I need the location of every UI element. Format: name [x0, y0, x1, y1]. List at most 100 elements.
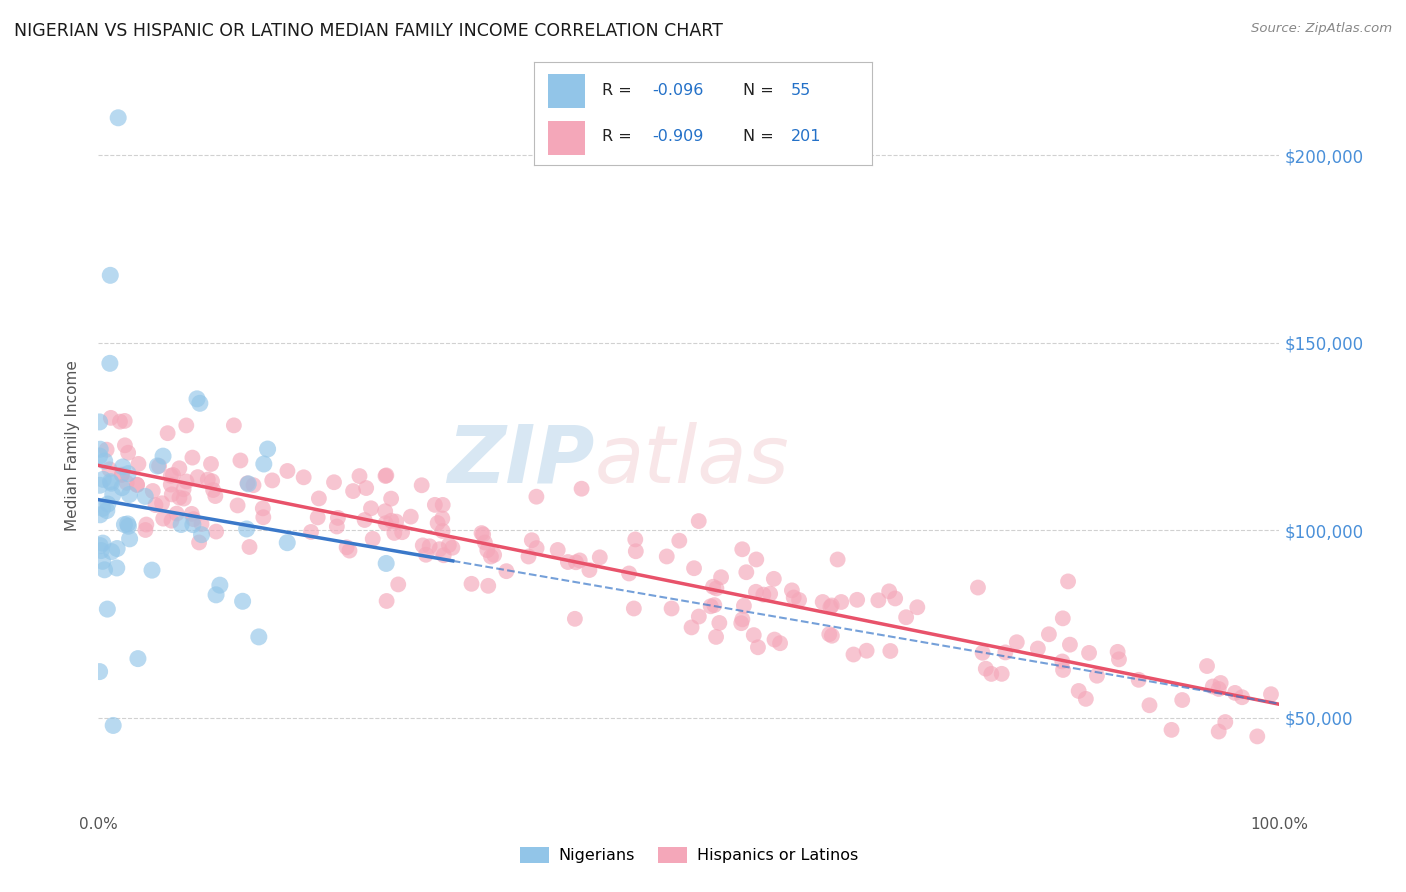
Point [117, 467, 139, 481]
Point [821, 629, 844, 643]
Point [205, 524, 228, 539]
Point [96, 442, 118, 457]
Point [205, 588, 228, 602]
Point [470, 526, 492, 541]
Text: atlas: atlas [595, 422, 789, 500]
Point [441, 541, 464, 555]
Point [252, 501, 274, 516]
Point [117, 519, 139, 533]
Point [323, 475, 346, 490]
Point [89, 665, 111, 679]
Point [783, 591, 806, 605]
Point [135, 517, 157, 532]
Point [565, 555, 588, 569]
Point [197, 473, 219, 487]
Point [238, 540, 260, 554]
Point [1208, 724, 1230, 739]
Point [152, 449, 174, 463]
Point [181, 450, 204, 465]
Point [111, 467, 134, 482]
Point [703, 598, 725, 612]
Point [292, 470, 315, 484]
Point [706, 582, 728, 596]
Point [232, 594, 254, 608]
Point [229, 453, 252, 467]
Point [169, 461, 191, 475]
Point [108, 415, 131, 429]
Point [353, 513, 375, 527]
Text: 201: 201 [790, 129, 821, 145]
Point [731, 542, 754, 557]
Point [683, 561, 706, 575]
Point [375, 468, 398, 483]
Point [1195, 659, 1218, 673]
Point [495, 564, 517, 578]
Point [374, 504, 396, 518]
Point [1223, 686, 1246, 700]
Point [731, 612, 754, 626]
Point [681, 620, 703, 634]
Point [1052, 655, 1074, 669]
Point [262, 474, 284, 488]
Y-axis label: Median Family Income: Median Family Income [65, 360, 80, 532]
Point [276, 535, 298, 549]
Point [855, 643, 877, 657]
Point [100, 410, 122, 425]
Point [187, 470, 209, 484]
Point [89, 415, 111, 429]
Point [994, 645, 1017, 659]
Point [733, 599, 755, 613]
Point [91, 536, 114, 550]
Point [387, 577, 409, 591]
Point [1202, 680, 1225, 694]
Point [688, 609, 710, 624]
Point [589, 550, 612, 565]
Point [111, 481, 134, 495]
Point [972, 646, 994, 660]
Point [375, 557, 398, 571]
Point [183, 512, 205, 526]
Point [173, 482, 195, 496]
Point [238, 476, 260, 491]
Point [1139, 698, 1161, 713]
Text: ZIP: ZIP [447, 422, 595, 500]
Point [1005, 635, 1028, 649]
Point [868, 593, 890, 607]
Point [1059, 638, 1081, 652]
Point [93, 454, 115, 468]
Point [391, 525, 413, 540]
Point [156, 426, 179, 441]
Point [98, 356, 121, 370]
Point [520, 533, 543, 548]
Point [426, 516, 449, 530]
Point [93, 563, 115, 577]
Point [160, 514, 183, 528]
Point [125, 477, 148, 491]
Point [699, 599, 721, 614]
Point [200, 457, 222, 471]
Point [688, 514, 710, 528]
Point [821, 599, 844, 613]
Point [170, 517, 193, 532]
Point [89, 508, 111, 522]
Point [103, 718, 125, 732]
Point [152, 511, 174, 525]
Point [91, 472, 114, 486]
Point [477, 579, 499, 593]
Point [1108, 652, 1130, 666]
Point [526, 541, 548, 555]
Point [432, 524, 454, 538]
Point [299, 524, 322, 539]
Point [148, 458, 170, 473]
Point [142, 483, 165, 498]
Point [252, 510, 274, 524]
Point [181, 517, 204, 532]
Point [709, 615, 731, 630]
Point [96, 503, 118, 517]
Point [1067, 684, 1090, 698]
Point [884, 591, 907, 606]
Point [127, 457, 149, 471]
Point [877, 584, 900, 599]
Point [842, 648, 865, 662]
Point [526, 490, 548, 504]
